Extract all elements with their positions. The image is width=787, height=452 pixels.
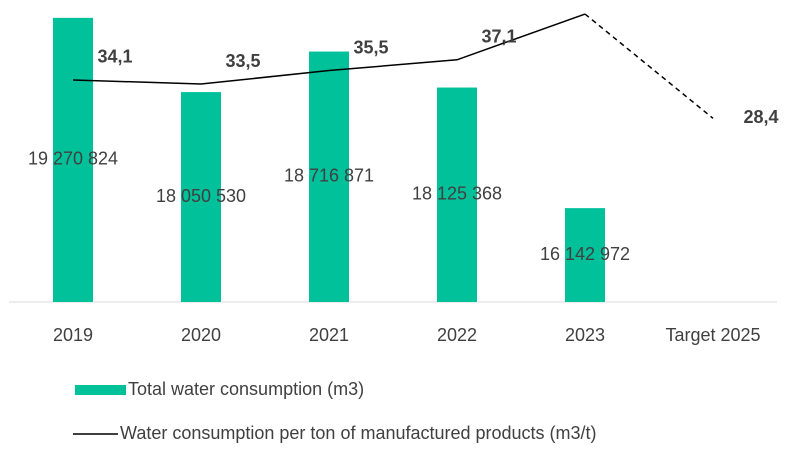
x-tick-label: 2020 <box>181 325 221 345</box>
bar <box>565 208 605 302</box>
bar <box>437 87 477 302</box>
bar <box>181 92 221 302</box>
projection-line <box>584 13 714 119</box>
bar <box>53 17 93 302</box>
x-tick-label: 2023 <box>565 325 605 345</box>
line-value-label: 34,1 <box>97 47 132 67</box>
legend-label: Total water consumption (m3) <box>128 379 364 399</box>
bar-value-label: 16 142 972 <box>540 244 630 264</box>
line-value-label: 43,9 <box>609 0 644 1</box>
line-value-label: 37,1 <box>481 27 516 47</box>
line-value-label: 33,5 <box>225 51 260 71</box>
bar-value-label: 18 716 871 <box>284 166 374 186</box>
line-value-label: 35,5 <box>353 37 388 57</box>
bar-value-label: 18 050 530 <box>156 186 246 206</box>
bar-value-label: 19 270 824 <box>28 149 118 169</box>
legend-swatch <box>75 385 126 395</box>
legend-label: Water consumption per ton of manufacture… <box>120 423 597 443</box>
bar-value-label: 18 125 368 <box>412 184 502 204</box>
x-tick-label: Target 2025 <box>665 325 760 345</box>
x-tick-label: 2022 <box>437 325 477 345</box>
line-value-label: 28,4 <box>743 107 778 127</box>
line <box>72 13 586 85</box>
x-tick-label: 2021 <box>309 325 349 345</box>
x-tick-label: 2019 <box>53 325 93 345</box>
bar <box>309 51 349 303</box>
